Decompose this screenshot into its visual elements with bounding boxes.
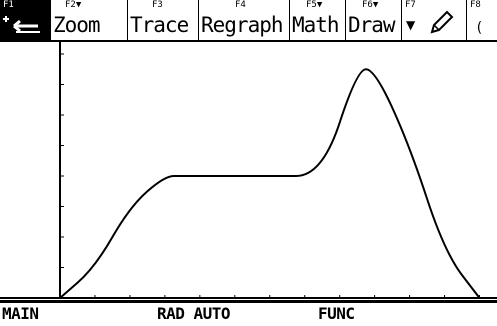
f7-key-label: F7: [405, 0, 416, 10]
draw-button[interactable]: F6▼ Draw: [346, 0, 401, 40]
status-bar: MAIN RAD AUTO FUNC: [0, 300, 497, 326]
f1-key-label: F1: [3, 0, 14, 10]
f8-key-label: F8: [470, 0, 481, 10]
graph-area[interactable]: [0, 42, 497, 300]
draw-label: Draw: [348, 13, 396, 37]
y-axis-ticks: [60, 53, 481, 298]
graph-mode-status: FUNC: [318, 304, 355, 323]
regraph-label: Regraph: [201, 13, 284, 37]
toolbar: F1 F2▼ Zoom F3 Trace F4 Regraph F5▼ Math: [0, 0, 497, 42]
f1-tools-button[interactable]: F1: [0, 0, 50, 40]
toolbar-divider: [345, 0, 346, 40]
f5-key-label: F5▼: [306, 0, 323, 10]
folder-status: MAIN: [2, 304, 39, 323]
trace-label: Trace: [130, 13, 189, 37]
angle-mode-status: RAD AUTO: [157, 304, 231, 323]
f2-key-label: F2▼: [65, 0, 82, 10]
zoom-label: Zoom: [53, 13, 101, 37]
f8-button[interactable]: F8 (: [467, 0, 497, 40]
regraph-button[interactable]: F4 Regraph: [199, 0, 289, 40]
f3-key-label: F3: [152, 0, 163, 10]
math-label: Math: [292, 13, 340, 37]
zoom-button[interactable]: F2▼ Zoom: [51, 0, 127, 40]
math-button[interactable]: F5▼ Math: [290, 0, 345, 40]
tools-arrow-icon: [3, 16, 40, 33]
toolbar-divider: [289, 0, 290, 40]
function-curve: [59, 68, 481, 299]
paren-icon: (: [475, 20, 484, 36]
pen-button[interactable]: F7 ▼: [402, 0, 466, 40]
toolbar-divider: [50, 0, 51, 40]
f6-key-label: F6▼: [362, 0, 379, 10]
toolbar-divider: [198, 0, 199, 40]
pencil-icon: [430, 10, 454, 34]
toolbar-divider: [127, 0, 128, 40]
f4-key-label: F4: [235, 0, 246, 10]
axes: [0, 42, 497, 299]
toolbar-divider: [401, 0, 402, 40]
trace-button[interactable]: F3 Trace: [128, 0, 198, 40]
toolbar-divider: [466, 0, 467, 40]
chevron-down-icon: ▼: [406, 18, 416, 32]
status-divider: [0, 300, 497, 303]
